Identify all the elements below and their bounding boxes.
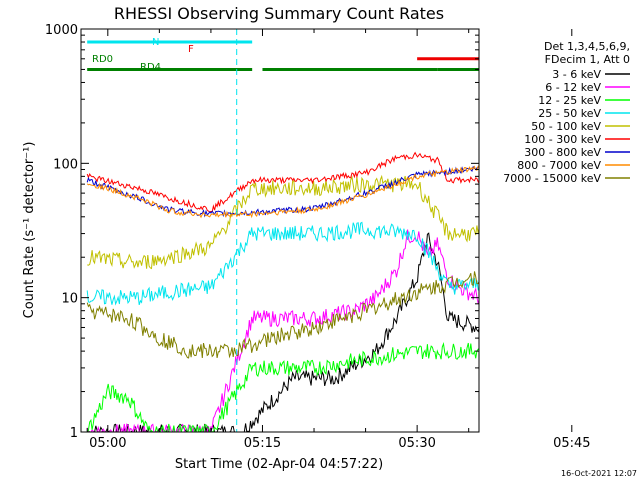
footer-date: 16-Oct-2021 12:07 (561, 469, 637, 478)
legend-label: 12 - 25 keV (538, 94, 601, 107)
legend-header: FDecim 1, Att 0 (545, 53, 630, 66)
flag-label: N (152, 37, 159, 48)
series-line (86, 151, 479, 213)
flag-label: F (188, 44, 194, 55)
legend-header: Det 1,3,4,5,6,9, (544, 40, 630, 53)
x-tick-label: 05:15 (244, 436, 281, 451)
legend: Det 1,3,4,5,6,9,FDecim 1, Att 0 3 - 6 keV… (503, 40, 630, 185)
flag-label: RD0 (92, 54, 113, 65)
vertical-markers (236, 29, 238, 432)
flags-layer: N F RD0 RD4 (87, 37, 479, 73)
series-line (87, 174, 479, 270)
x-tick-label: 05:00 (89, 436, 126, 451)
series-line (86, 229, 479, 432)
series-layer (86, 151, 479, 432)
series-line (86, 341, 479, 432)
legend-label: 3 - 6 keV (552, 68, 601, 81)
legend-label: 800 - 7000 keV (517, 159, 601, 172)
legend-label: 50 - 100 keV (531, 120, 601, 133)
y-tick-label: 10 (61, 292, 78, 307)
legend-label: 7000 - 15000 keV (503, 172, 601, 185)
legend-label: 300 - 800 keV (524, 146, 601, 159)
y-tick-label: 100 (53, 157, 78, 172)
legend-label: 100 - 300 keV (524, 133, 601, 146)
plot-frame (80, 28, 480, 433)
legend-label: 25 - 50 keV (538, 107, 601, 120)
x-axis-label: Start Time (02-Apr-04 04:57:22) (175, 457, 383, 472)
series-line (86, 165, 479, 219)
flag-label: RD4 (140, 62, 161, 73)
x-tick-label: 05:45 (553, 436, 590, 451)
y-tick-label: 1000 (45, 23, 78, 38)
chart-title: RHESSI Observing Summary Count Rates (114, 4, 444, 23)
axes: 05:0005:1505:3005:4506:0006:1506:3011010… (45, 23, 591, 451)
series-line (86, 271, 479, 359)
y-axis-label: Count Rate (s⁻¹ detector⁻¹) (22, 142, 37, 319)
legend-label: 6 - 12 keV (545, 81, 601, 94)
x-tick-label: 05:30 (398, 436, 435, 451)
y-tick-label: 1 (70, 426, 78, 441)
series-line (86, 221, 479, 306)
